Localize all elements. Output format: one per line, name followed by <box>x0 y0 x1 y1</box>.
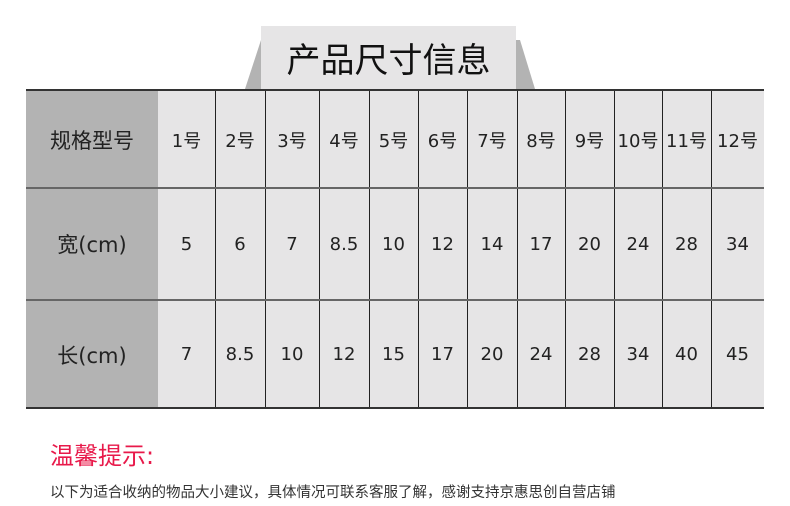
table-cell: 6号 <box>427 130 458 152</box>
column-divider <box>467 91 468 407</box>
row-label: 宽(cm) <box>57 233 127 257</box>
column-divider <box>265 91 266 407</box>
row-divider <box>26 299 764 301</box>
table-cell: 3号 <box>277 130 307 152</box>
table-cell: 1号 <box>171 130 202 152</box>
table-cell: 9号 <box>574 130 605 152</box>
table-cell: 20 <box>480 344 504 365</box>
table-cell: 24 <box>529 344 553 365</box>
table-cell: 34 <box>626 344 650 365</box>
table-cell: 4号 <box>329 130 359 152</box>
row-divider <box>26 187 764 189</box>
tip-title: 温馨提示: <box>50 442 155 470</box>
page-title: 产品尺寸信息 <box>261 26 516 89</box>
table-cell: 7 <box>180 344 193 365</box>
table-cell: 28 <box>578 344 601 365</box>
table-cell: 24 <box>626 233 650 255</box>
column-divider <box>711 91 712 407</box>
table-cell: 5号 <box>378 130 409 152</box>
table-cell: 45 <box>726 344 749 365</box>
table-cell: 6 <box>234 233 246 255</box>
table-cell: 17 <box>529 233 553 255</box>
table-cell: 17 <box>431 344 454 365</box>
table-cell: 10号 <box>617 130 659 152</box>
table-cell: 7号 <box>477 130 507 152</box>
table-cell: 2号 <box>225 130 255 152</box>
table-cell: 12 <box>431 233 454 255</box>
row-label: 规格型号 <box>50 128 134 153</box>
table-cell: 34 <box>726 233 749 255</box>
column-divider <box>369 91 370 407</box>
column-divider <box>418 91 419 407</box>
tip-text: 以下为适合收纳的物品大小建议，具体情况可联系客服了解，感谢支持京惠思创自营店铺 <box>50 485 616 501</box>
column-divider <box>215 91 216 407</box>
table-cell: 5 <box>180 233 193 255</box>
table-cell: 12 <box>332 344 356 365</box>
table-cell: 10 <box>280 344 304 365</box>
table-cell: 12号 <box>717 130 758 152</box>
table-cell: 28 <box>675 233 698 255</box>
size-table: 规格型号 1号 2号 3号 4号 5号 6号 7号 8号 9号 10号 11号 12号宽(cm) 5 6 7 8… <box>26 89 764 409</box>
table-cell: 8.5 <box>329 233 359 255</box>
label-column-bg <box>26 91 158 407</box>
table-cell: 11号 <box>666 130 707 152</box>
table-cell: 8号 <box>526 130 556 152</box>
cells-bg <box>158 91 764 407</box>
table-cell: 20 <box>578 233 601 255</box>
column-divider <box>662 91 663 407</box>
column-divider <box>319 91 320 407</box>
column-divider <box>517 91 518 407</box>
column-divider <box>614 91 615 407</box>
row-label: 长(cm) <box>57 343 127 368</box>
table-cell: 40 <box>675 344 698 365</box>
table-cell: 14 <box>480 233 504 255</box>
table-cell: 8.5 <box>225 344 255 365</box>
column-divider <box>565 91 566 407</box>
table-cell: 15 <box>382 344 405 365</box>
table-cell: 7 <box>286 233 298 255</box>
table-cell: 10 <box>382 233 405 255</box>
